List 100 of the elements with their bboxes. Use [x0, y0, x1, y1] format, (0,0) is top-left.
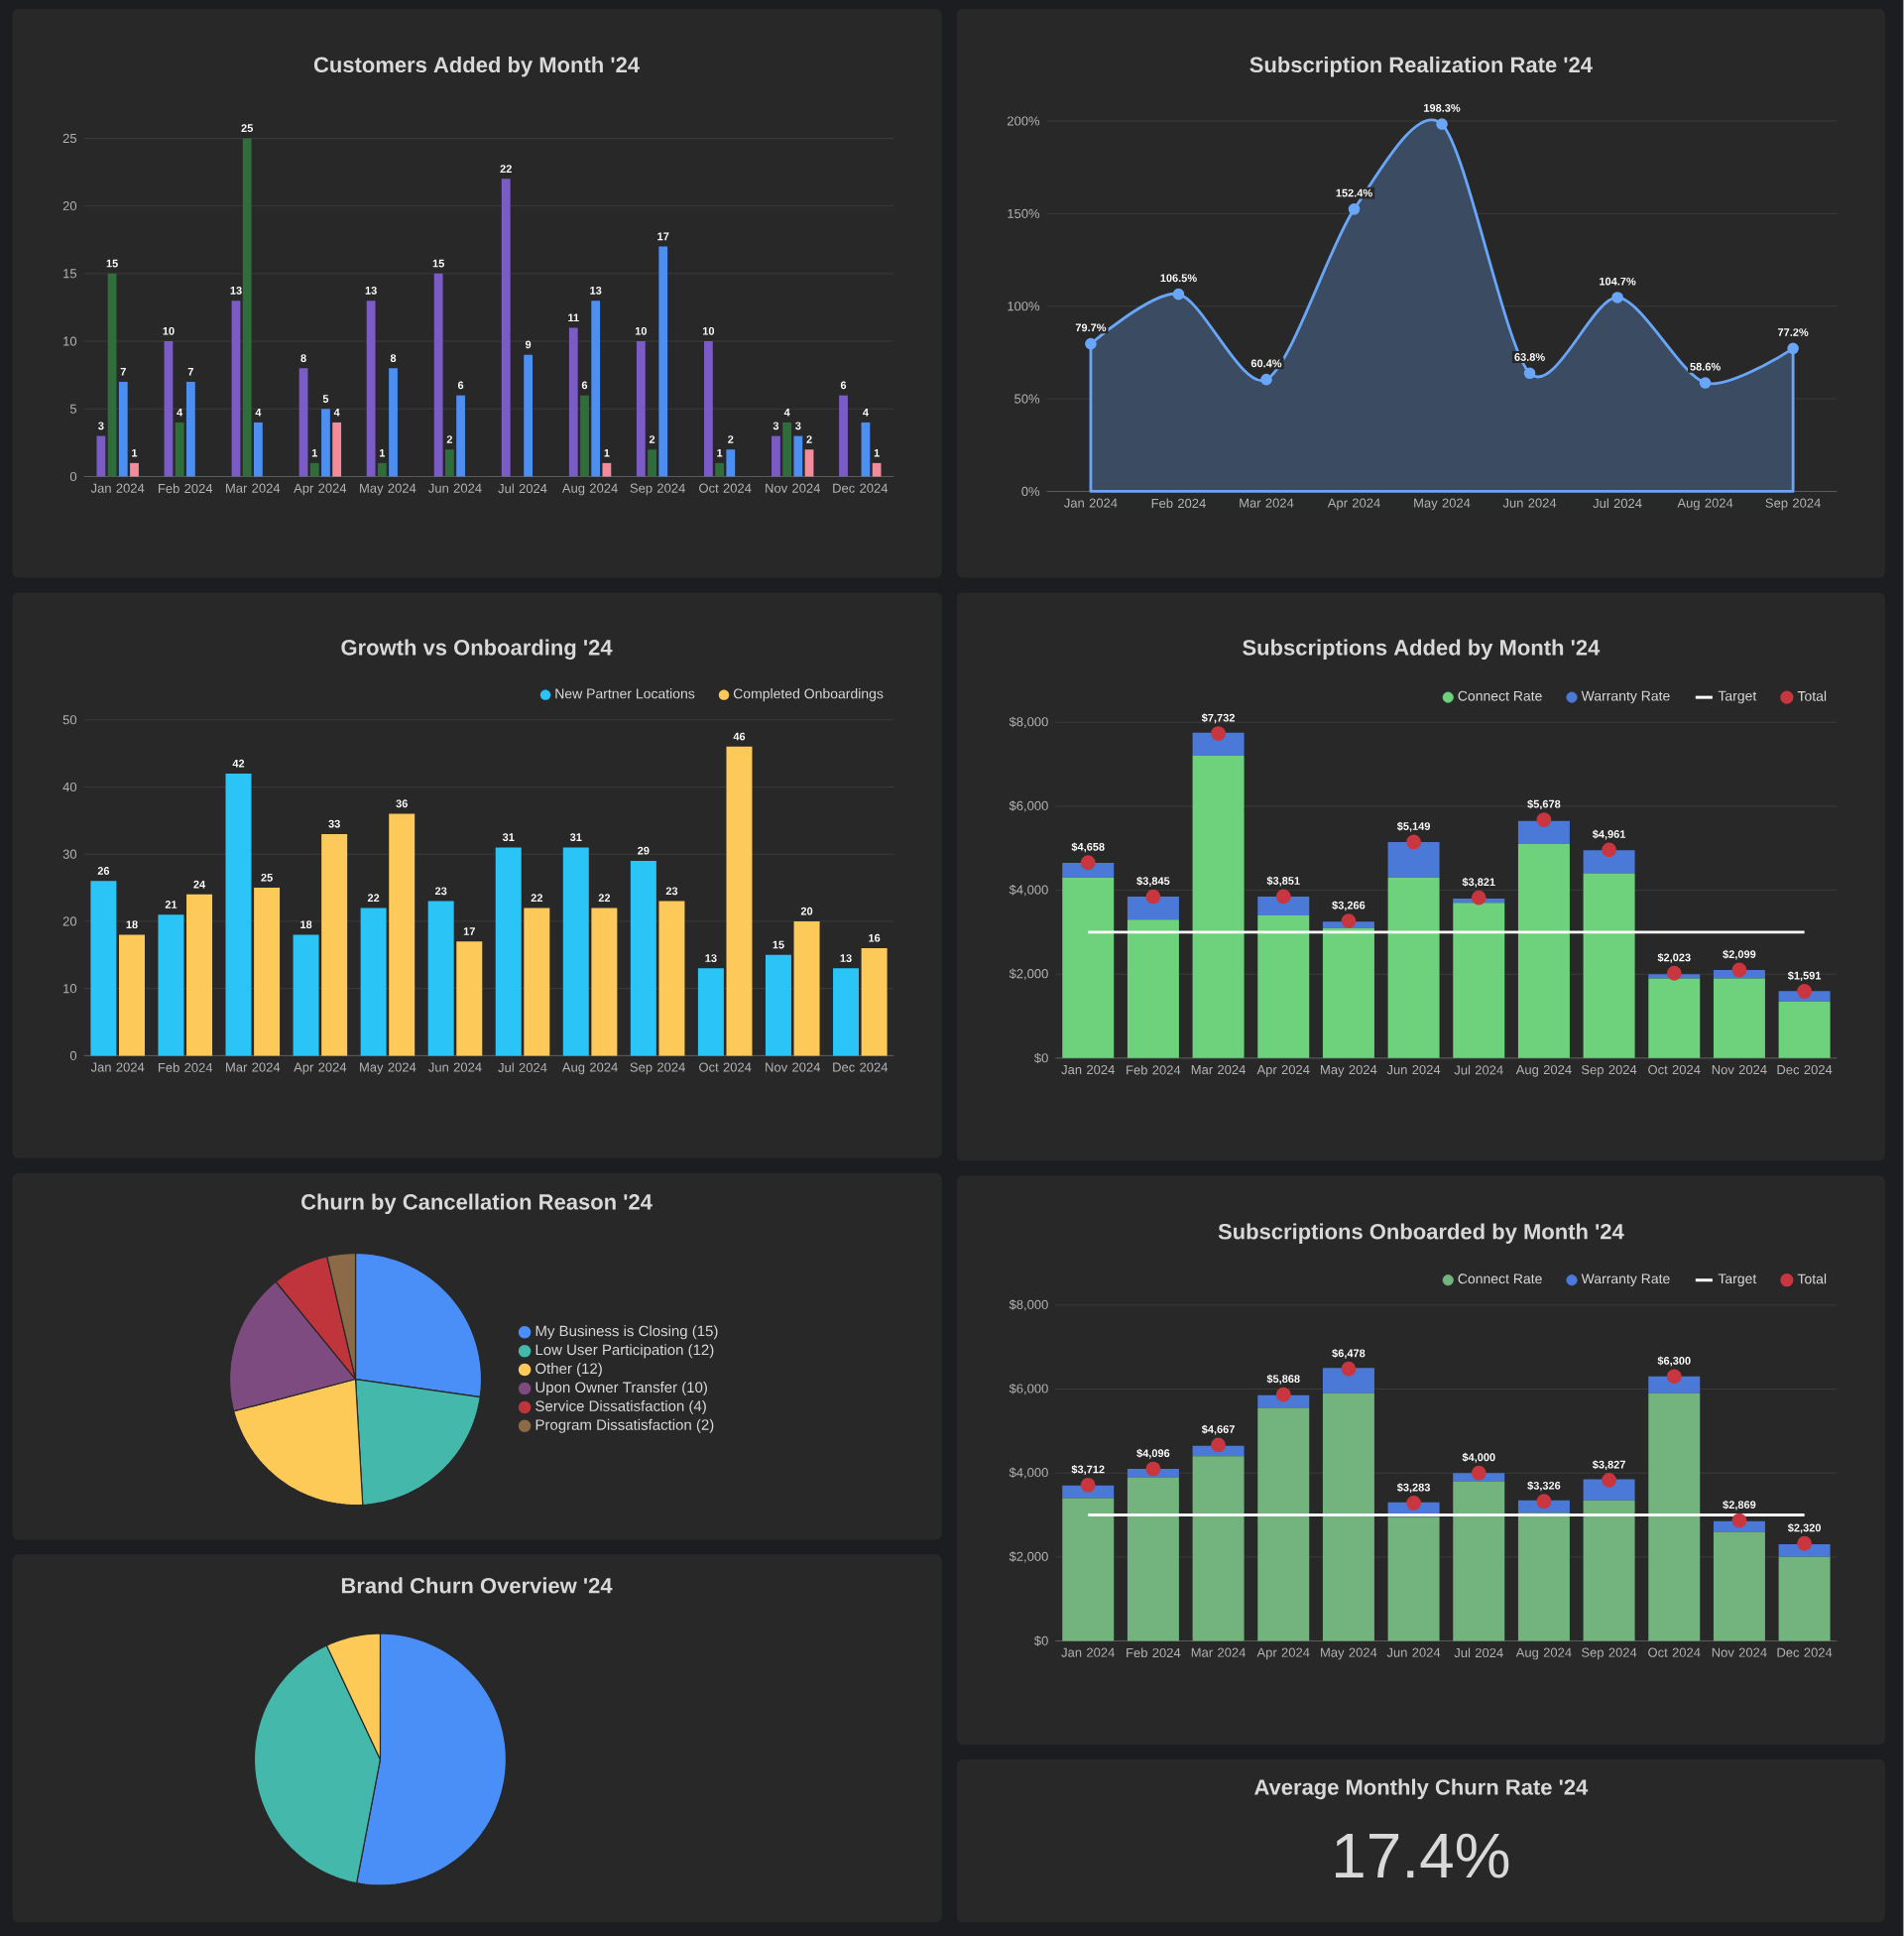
x-tick-label: Jan 2024	[1064, 498, 1118, 508]
data-label: $4,667	[1202, 1424, 1236, 1435]
bar	[658, 246, 668, 477]
data-label: 13	[840, 954, 852, 962]
bar	[366, 301, 376, 477]
point	[1085, 337, 1097, 350]
bar	[726, 449, 736, 477]
x-tick-label: Oct 2024	[1648, 1064, 1701, 1075]
legend-label: Low User Participation (12)	[536, 1344, 714, 1359]
data-label: 10	[703, 326, 715, 335]
x-tick-label: Jan 2024	[1061, 1064, 1116, 1075]
bar	[242, 138, 252, 477]
data-label: 6	[458, 381, 464, 390]
data-label: 15	[773, 940, 784, 949]
point	[1406, 1496, 1422, 1511]
y-tick-label: 200%	[1008, 116, 1040, 126]
x-tick-label: Dec 2024	[833, 483, 889, 493]
y-tick-label: $8,000	[1009, 716, 1048, 728]
bar	[602, 462, 612, 477]
bar	[715, 462, 725, 477]
point	[1472, 890, 1487, 906]
data-label: 25	[261, 873, 274, 882]
data-label: 31	[503, 833, 515, 842]
bar	[445, 449, 454, 477]
point	[1172, 288, 1185, 301]
bar	[360, 908, 387, 1056]
data-label: $4,096	[1136, 1448, 1170, 1459]
y-tick-label: 150%	[1008, 208, 1040, 218]
bar	[298, 368, 308, 477]
x-tick-label: Oct 2024	[699, 1062, 752, 1072]
legend-label: Connect Rate	[1458, 690, 1542, 701]
point	[1211, 1437, 1227, 1453]
data-label: 1	[717, 448, 723, 457]
x-tick-label: Jun 2024	[428, 483, 482, 493]
point	[1081, 855, 1096, 871]
data-label: 29	[638, 846, 650, 855]
x-tick-label: Aug 2024	[562, 483, 619, 496]
data-label: 7	[120, 368, 127, 376]
legend-label: Upon Owner Transfer (10)	[536, 1382, 708, 1395]
bar	[872, 462, 882, 477]
bar	[833, 968, 860, 1056]
point	[1348, 203, 1361, 215]
bar	[793, 435, 803, 477]
legend-label: Warranty Rate	[1581, 1273, 1670, 1286]
data-label: 5	[322, 395, 329, 403]
bar	[591, 301, 601, 477]
bar	[804, 449, 814, 477]
bar	[1192, 1456, 1245, 1641]
x-tick-label: Nov 2024	[766, 483, 821, 493]
point	[1667, 965, 1682, 981]
x-tick-label: Mar 2024	[1192, 1064, 1247, 1075]
x-tick-label: Jan 2024	[90, 483, 145, 493]
legend-label: Warranty Rate	[1581, 690, 1670, 704]
y-tick-label: 0	[70, 471, 77, 482]
data-label: 22	[500, 165, 513, 173]
bar	[378, 462, 387, 477]
point	[1406, 834, 1422, 850]
x-tick-label: Nov 2024	[1713, 1647, 1767, 1657]
x-tick-label: Feb 2024	[159, 1062, 213, 1072]
y-tick-label: 0%	[1021, 486, 1040, 497]
data-label: 9	[526, 340, 532, 349]
data-label: 20	[800, 907, 813, 915]
data-label: 1	[604, 448, 610, 457]
x-tick-label: Dec 2024	[1777, 1064, 1833, 1075]
y-tick-label: 10	[63, 336, 77, 346]
point	[1699, 377, 1712, 389]
y-tick-label: 30	[62, 849, 77, 859]
data-label: $6,300	[1657, 1356, 1691, 1367]
bar	[1192, 732, 1245, 757]
x-tick-label: Feb 2024	[159, 483, 213, 494]
bar	[130, 462, 140, 477]
point	[1276, 889, 1291, 905]
x-tick-label: Jun 2024	[1386, 1647, 1441, 1657]
bar	[1583, 1500, 1635, 1641]
chart-title: Customers Added by Month '24	[314, 56, 641, 77]
data-label: $3,821	[1462, 877, 1495, 888]
bar	[1518, 1512, 1571, 1641]
bar	[524, 908, 550, 1056]
data-label: $3,326	[1527, 1481, 1561, 1492]
bar	[766, 954, 792, 1056]
x-tick-label: Jun 2024	[428, 1062, 482, 1072]
bar	[861, 948, 888, 1056]
data-label: $4,658	[1071, 842, 1105, 853]
y-tick-label: $8,000	[1009, 1299, 1048, 1311]
y-tick-label: 25	[62, 133, 77, 144]
y-tick-label: 5	[70, 404, 77, 414]
x-tick-label: Feb 2024	[1127, 1647, 1181, 1658]
bar	[1648, 1376, 1701, 1393]
chart-title: Subscriptions Onboarded by Month '24	[1218, 1223, 1624, 1244]
bar	[1128, 896, 1180, 920]
x-tick-label: Aug 2024	[1515, 1647, 1572, 1660]
data-label: 25	[241, 124, 254, 133]
point	[1536, 1494, 1552, 1510]
legend-label: Program Dissatisfaction (2)	[536, 1418, 714, 1433]
bar	[1062, 877, 1115, 1058]
bar	[502, 179, 511, 477]
bar	[1128, 919, 1180, 1058]
x-tick-label: Sep 2024	[630, 1062, 686, 1075]
bar	[1062, 1498, 1115, 1641]
point	[1602, 1473, 1617, 1488]
